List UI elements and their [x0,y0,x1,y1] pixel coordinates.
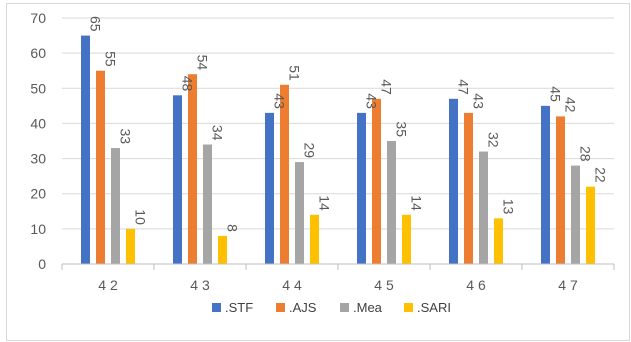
bar [586,186,595,264]
data-labels: 6555331048543484351291443473514474332134… [88,16,609,232]
gridlines [62,17,614,230]
data-label: 8 [225,224,241,232]
data-label: 14 [409,195,425,211]
legend-swatch [404,303,413,312]
legend-swatch [276,303,285,312]
legend-label: .STF [225,300,253,315]
data-label: 65 [88,16,104,32]
data-label: 47 [456,79,472,95]
y-tick-label: 60 [30,45,46,61]
y-tick-label: 20 [30,186,46,202]
data-label: 10 [133,209,149,225]
y-tick-label: 10 [30,221,46,237]
x-axis-ticks: 4 2 4 3 4 4 4 5 4 6 4 7 [61,264,615,293]
data-label: 55 [103,51,119,67]
bar [449,98,458,264]
bar [464,112,473,264]
bar [479,151,488,264]
y-tick-label: 40 [30,115,46,131]
y-tick-label: 70 [30,10,46,26]
x-tick-label: 4 3 [190,277,210,293]
legend-label: .SARI [417,300,451,315]
bar [372,98,381,264]
bar [387,141,396,264]
bar [494,218,503,264]
data-label: 22 [593,167,609,183]
x-tick-label: 4 6 [466,277,486,293]
data-label: 34 [210,125,226,141]
chart-frame [6,3,630,341]
bars [81,35,595,265]
data-label: 43 [471,93,487,109]
y-axis-ticks: 0 10 20 30 40 50 60 70 [30,10,46,272]
bar [188,74,197,264]
data-label: 13 [501,199,517,215]
bar [402,214,411,264]
legend-item: .Mea [340,300,383,315]
data-label: 43 [272,93,288,109]
bar [218,235,227,264]
data-label: 48 [180,76,196,92]
legend-item: .SARI [404,300,451,315]
data-label: 32 [486,132,502,148]
y-tick-label: 50 [30,80,46,96]
legend-label: .AJS [289,300,317,315]
data-label: 54 [195,55,211,71]
bar [111,148,120,264]
bar [96,70,105,264]
y-tick-label: 30 [30,151,46,167]
bar [295,162,304,264]
legend-swatch [340,303,349,312]
bar [310,214,319,264]
bar [265,112,274,264]
y-tick-label: 0 [38,256,46,272]
data-label: 42 [563,97,579,113]
data-label: 43 [364,93,380,109]
data-label: 28 [578,146,594,162]
bar [571,165,580,264]
legend-swatch [212,303,221,312]
x-tick-label: 4 7 [558,277,578,293]
bar [541,105,550,264]
x-tick-label: 4 2 [98,277,118,293]
bar [203,144,212,264]
data-label: 33 [118,128,134,144]
bar [556,116,565,265]
bar [280,84,289,265]
legend-label: .Mea [353,300,383,315]
bar [357,112,366,264]
legend-item: .AJS [276,300,317,315]
data-label: 29 [302,143,318,159]
data-label: 35 [394,121,410,137]
legend: .STF .AJS .Mea .SARI [212,300,451,315]
x-tick-label: 4 4 [282,277,302,293]
legend-item: .STF [212,300,253,315]
bar [173,95,182,264]
data-label: 14 [317,195,333,211]
data-label: 47 [379,79,395,95]
x-tick-label: 4 5 [374,277,394,293]
bar [81,35,90,265]
data-label: 51 [287,65,303,81]
data-label: 45 [548,86,564,102]
bar [126,228,135,264]
